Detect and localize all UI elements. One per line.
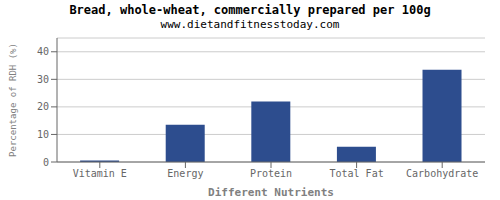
svg-text:40: 40 [37, 46, 49, 57]
svg-text:20: 20 [37, 101, 49, 112]
svg-text:Carbohydrate: Carbohydrate [406, 168, 478, 179]
svg-text:Vitamin E: Vitamin E [73, 168, 127, 179]
svg-text:30: 30 [37, 74, 49, 85]
svg-text:Energy: Energy [167, 168, 203, 179]
svg-text:Percentage of RDH (%): Percentage of RDH (%) [8, 43, 18, 157]
svg-text:Total Fat: Total Fat [330, 168, 384, 179]
html-text:www.dietandfitnesstoday.com: www.dietandfitnesstoday.com [160, 18, 340, 31]
html-text:Bread, whole-wheat, commercial: Bread, whole-wheat, commercially prepare… [69, 3, 431, 17]
svg-text:Protein: Protein [250, 168, 292, 179]
svg-text:0: 0 [43, 157, 49, 168]
svg-text:10: 10 [37, 129, 49, 140]
svg-text:Different Nutrients: Different Nutrients [208, 186, 334, 198]
